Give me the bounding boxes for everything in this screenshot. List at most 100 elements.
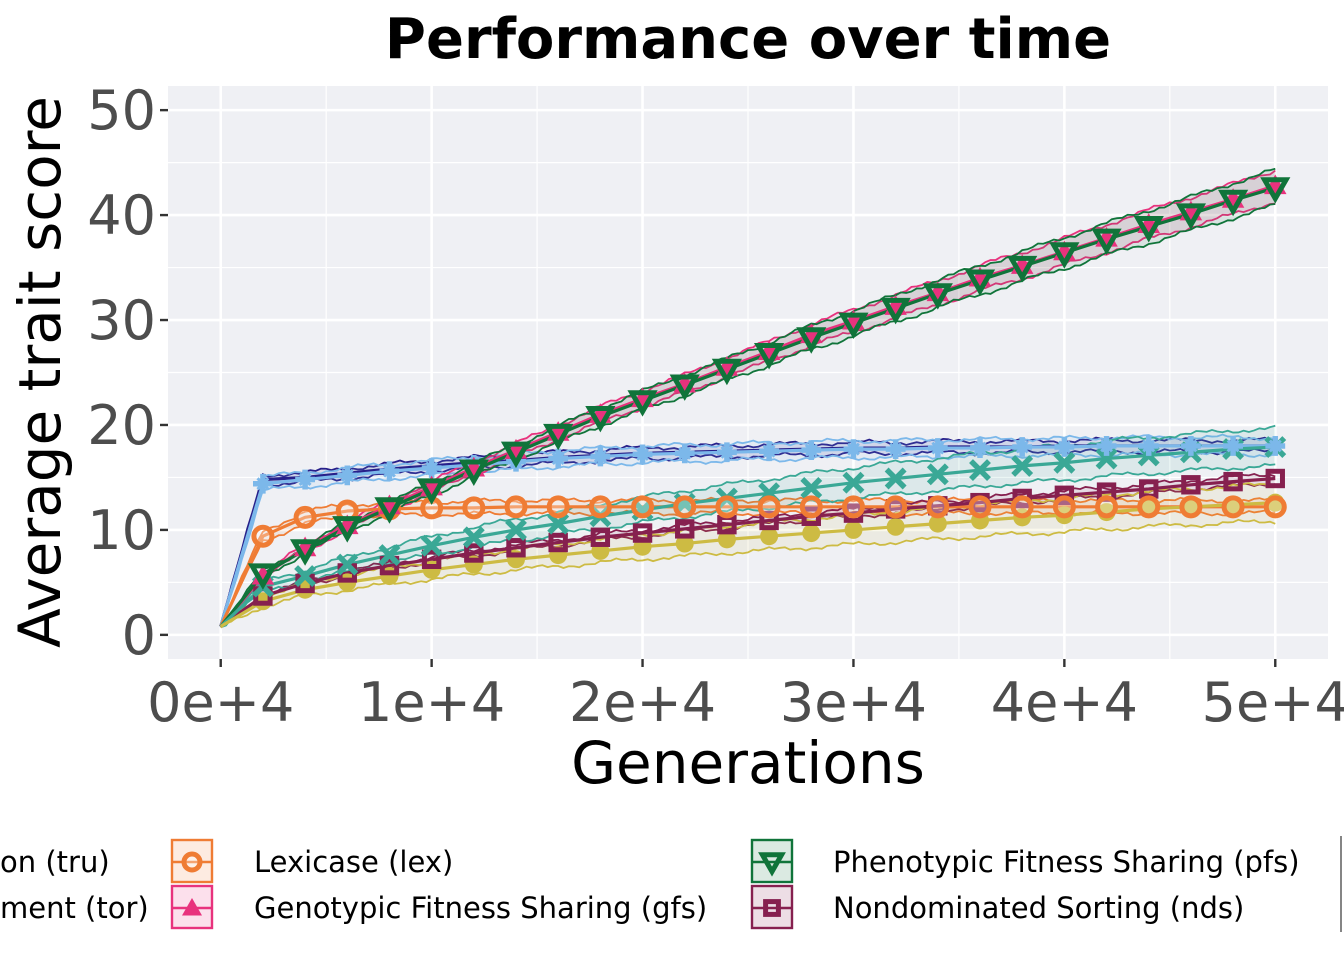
data-point xyxy=(421,549,442,570)
series-line xyxy=(219,445,1276,628)
x-tick-label: 2e+4 xyxy=(569,671,716,734)
data-point xyxy=(298,473,312,487)
data-point xyxy=(758,852,786,877)
data-point xyxy=(464,543,484,563)
band-upper-line xyxy=(219,433,1276,627)
data-point xyxy=(720,445,734,459)
data-point xyxy=(880,297,911,325)
data-point xyxy=(1011,454,1034,477)
data-point xyxy=(968,495,992,519)
confidence-band xyxy=(220,425,1276,628)
x-axis-label: Generations xyxy=(571,729,925,797)
data-point xyxy=(1137,495,1161,519)
data-point xyxy=(247,563,279,590)
data-point xyxy=(1133,216,1164,243)
data-point xyxy=(928,514,947,533)
data-point xyxy=(844,520,863,539)
data-point xyxy=(336,553,359,576)
data-point xyxy=(1265,468,1285,489)
data-point xyxy=(678,446,692,460)
data-point xyxy=(1268,439,1282,453)
data-point xyxy=(1091,228,1122,256)
data-point xyxy=(1095,447,1118,470)
data-point xyxy=(760,527,779,546)
legend-label: Phenotypic Fitness Sharing (pfs) xyxy=(833,845,1300,879)
data-point xyxy=(1100,439,1114,453)
y-tick-label: 40 xyxy=(87,184,156,247)
data-point xyxy=(1223,471,1243,492)
data-point xyxy=(1175,203,1207,230)
data-point xyxy=(842,471,865,494)
data-point xyxy=(1049,242,1080,269)
data-point xyxy=(1181,497,1200,516)
data-point xyxy=(340,468,354,482)
data-point xyxy=(500,441,532,469)
chart-title: Performance over time xyxy=(385,7,1111,72)
data-point xyxy=(675,519,695,539)
data-point xyxy=(964,269,996,296)
data-point xyxy=(931,441,945,455)
data-point xyxy=(551,452,565,466)
data-point xyxy=(1052,495,1076,519)
legend: on (tru) ment (tor) Lexicase (lex) Genotypi… xyxy=(0,836,1342,932)
y-tick-label: 0 xyxy=(122,604,156,667)
data-point xyxy=(762,444,776,458)
data-point xyxy=(1007,255,1038,283)
data-point xyxy=(182,898,202,916)
data-point xyxy=(711,358,743,386)
data-point xyxy=(804,443,818,457)
data-point xyxy=(1057,440,1071,454)
data-point xyxy=(504,495,528,519)
data-point xyxy=(801,506,821,526)
data-point xyxy=(256,477,270,491)
data-point xyxy=(1184,439,1198,453)
data-point xyxy=(636,447,650,461)
data-point xyxy=(590,527,611,547)
data-point xyxy=(374,497,405,524)
data-point xyxy=(1179,495,1203,519)
legend-label: on (tru) xyxy=(0,845,110,879)
data-point xyxy=(289,539,321,566)
data-point xyxy=(627,390,658,417)
grid-lines xyxy=(168,86,1328,659)
x-tick-label: 1e+4 xyxy=(358,671,505,734)
data-point xyxy=(378,544,401,567)
data-point xyxy=(1015,440,1029,454)
y-tick-label: 10 xyxy=(87,499,156,562)
data-point xyxy=(717,530,736,549)
data-point xyxy=(181,851,203,873)
data-point xyxy=(838,312,869,340)
x-tick-label: 5e+4 xyxy=(1202,671,1344,734)
data-point xyxy=(251,524,275,548)
data-point xyxy=(632,523,653,543)
data-point xyxy=(631,495,655,519)
confidence-band xyxy=(220,170,1276,627)
data-point xyxy=(1263,495,1287,519)
axes: 0e+4 1e+4 2e+4 3e+4 4e+4 5e+4 0 10 20 30 40 50 xyxy=(87,79,1344,734)
data-point xyxy=(1221,495,1245,519)
data-point xyxy=(425,461,439,475)
data-point xyxy=(293,505,317,529)
data-point xyxy=(675,534,694,553)
y-tick-label: 30 xyxy=(87,289,156,352)
y-tick-label: 50 xyxy=(87,79,156,142)
data-point xyxy=(884,495,908,519)
y-tick-label: 20 xyxy=(87,394,156,457)
data-point xyxy=(715,495,739,519)
data-point xyxy=(969,459,991,482)
data-point xyxy=(802,524,821,543)
data-point xyxy=(846,442,860,456)
x-tick-label: 4e+4 xyxy=(991,671,1138,734)
data-point xyxy=(548,532,568,553)
data-point xyxy=(759,510,779,531)
data-point xyxy=(546,495,570,519)
data-point xyxy=(382,464,396,478)
data-point xyxy=(420,534,443,557)
data-point xyxy=(416,478,447,505)
data-point xyxy=(841,495,865,519)
data-point xyxy=(799,495,823,519)
data-point xyxy=(1260,177,1291,204)
confidence-band xyxy=(220,497,1276,627)
data-point xyxy=(926,463,949,486)
